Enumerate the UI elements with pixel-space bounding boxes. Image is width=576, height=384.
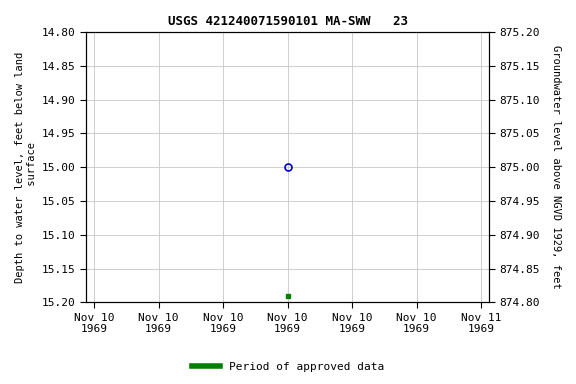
Y-axis label: Groundwater level above NGVD 1929, feet: Groundwater level above NGVD 1929, feet <box>551 45 561 289</box>
Title: USGS 421240071590101 MA-SWW   23: USGS 421240071590101 MA-SWW 23 <box>168 15 408 28</box>
Legend: Period of approved data: Period of approved data <box>188 358 388 377</box>
Y-axis label: Depth to water level, feet below land
 surface: Depth to water level, feet below land su… <box>15 51 37 283</box>
